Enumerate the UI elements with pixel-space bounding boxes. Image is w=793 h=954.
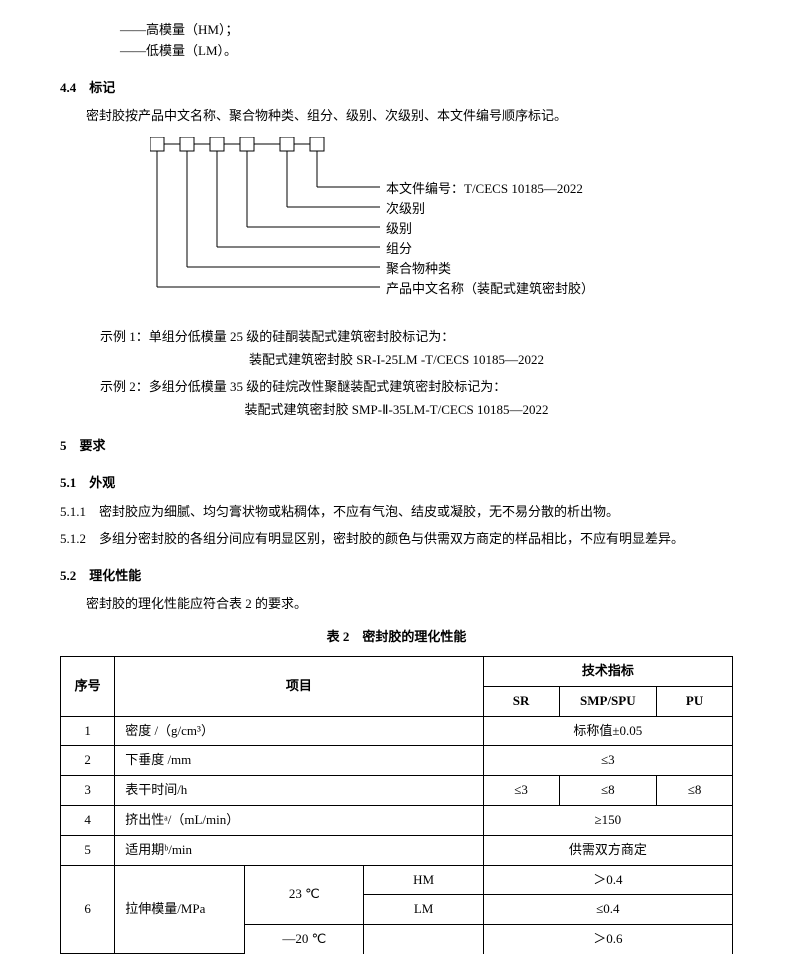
- cell: 适用期ᵇ/min: [115, 835, 484, 865]
- cell: 标称值±0.05: [483, 716, 732, 746]
- sec-5-title: 要求: [80, 438, 106, 453]
- p-5-2: 密封胶的理化性能应符合表 2 的要求。: [60, 594, 733, 615]
- cell: 挤出性ᵃ/（mL/min）: [115, 805, 484, 835]
- cell: 23 ℃: [245, 865, 364, 925]
- cell: LM: [364, 895, 483, 925]
- table-row: 6 拉伸模量/MPa 23 ℃ HM ＞0.4: [61, 865, 733, 895]
- diag-l6: 产品中文名称（装配式建筑密封胶）: [386, 279, 594, 300]
- sec-5-2: 5.2 理化性能: [60, 566, 733, 587]
- cell: 表干时间/h: [115, 776, 484, 806]
- cell: ≤3: [483, 746, 732, 776]
- th-sr: SR: [483, 686, 559, 716]
- diag-l2: 次级别: [386, 199, 425, 220]
- cell: —20 ℃: [245, 925, 364, 954]
- cell: 供需双方商定: [483, 835, 732, 865]
- cell: ≤3: [483, 776, 559, 806]
- cell: 下垂度 /mm: [115, 746, 484, 776]
- sec-5-1-num: 5.1: [60, 475, 76, 490]
- diag-l3: 级别: [386, 219, 412, 240]
- table-row: 序号 项目 技术指标: [61, 656, 733, 686]
- mark-intro: 密封胶按产品中文名称、聚合物种类、组分、级别、次级别、本文件编号顺序标记。: [60, 106, 733, 127]
- th-smp: SMP/SPU: [559, 686, 657, 716]
- cell: ＞0.6: [483, 925, 732, 954]
- cell: 3: [61, 776, 115, 806]
- sec-5-num: 5: [60, 438, 67, 453]
- sec-4-4-num: 4.4: [60, 80, 76, 95]
- sec-5: 5 要求: [60, 436, 733, 457]
- cell: 5: [61, 835, 115, 865]
- cell: ≤0.4: [483, 895, 732, 925]
- sec-4-4-title: 标记: [89, 80, 115, 95]
- cell: 拉伸模量/MPa: [115, 865, 245, 954]
- table-row: 1 密度 /（g/cm³） 标称值±0.05: [61, 716, 733, 746]
- cell: [364, 925, 483, 954]
- table-row: 2 下垂度 /mm ≤3: [61, 746, 733, 776]
- sec-5-2-title: 理化性能: [89, 568, 141, 583]
- table-row: 3 表干时间/h ≤3 ≤8 ≤8: [61, 776, 733, 806]
- p-5-1-2: 5.1.2 多组分密封胶的各组分间应有明显区别，密封胶的颜色与供需双方商定的样品…: [60, 529, 733, 550]
- marking-diagram: 本文件编号：T/CECS 10185—2022 次级别 级别 组分 聚合物种类 …: [150, 137, 733, 317]
- table-row: 5 适用期ᵇ/min 供需双方商定: [61, 835, 733, 865]
- sec-5-2-num: 5.2: [60, 568, 76, 583]
- hm-line: ——高模量（HM）；: [120, 20, 733, 41]
- cell: 1: [61, 716, 115, 746]
- example2-body: 装配式建筑密封胶 SMP-Ⅱ-35LM-T/CECS 10185—2022: [60, 400, 733, 421]
- table2: 序号 项目 技术指标 SR SMP/SPU PU 1 密度 /（g/cm³） 标…: [60, 656, 733, 954]
- cell: ＞0.4: [483, 865, 732, 895]
- example1-head: 示例 1：单组分低模量 25 级的硅酮装配式建筑密封胶标记为：: [60, 327, 733, 348]
- lm-line: ——低模量（LM）。: [120, 41, 733, 62]
- sec-5-1-title: 外观: [89, 475, 115, 490]
- table-row: 4 挤出性ᵃ/（mL/min） ≥150: [61, 805, 733, 835]
- cell: 密度 /（g/cm³）: [115, 716, 484, 746]
- th-seq: 序号: [61, 656, 115, 716]
- table2-title: 表 2 密封胶的理化性能: [60, 627, 733, 648]
- cell: ≥150: [483, 805, 732, 835]
- example2-head: 示例 2：多组分低模量 35 级的硅烷改性聚醚装配式建筑密封胶标记为：: [60, 377, 733, 398]
- cell: 6: [61, 865, 115, 954]
- example1-body: 装配式建筑密封胶 SR-I-25LM -T/CECS 10185—2022: [60, 350, 733, 371]
- sec-4-4: 4.4 标记: [60, 78, 733, 99]
- th-item: 项目: [115, 656, 484, 716]
- diag-l1: 本文件编号：T/CECS 10185—2022: [386, 179, 583, 200]
- cell: 2: [61, 746, 115, 776]
- sec-5-1: 5.1 外观: [60, 473, 733, 494]
- p-5-1-1: 5.1.1 密封胶应为细腻、均匀膏状物或粘稠体，不应有气泡、结皮或凝胶，无不易分…: [60, 502, 733, 523]
- cell: 4: [61, 805, 115, 835]
- diag-l5: 聚合物种类: [386, 259, 451, 280]
- cell: ≤8: [657, 776, 733, 806]
- th-tech: 技术指标: [483, 656, 732, 686]
- cell: HM: [364, 865, 483, 895]
- th-pu: PU: [657, 686, 733, 716]
- cell: ≤8: [559, 776, 657, 806]
- diag-l4: 组分: [386, 239, 412, 260]
